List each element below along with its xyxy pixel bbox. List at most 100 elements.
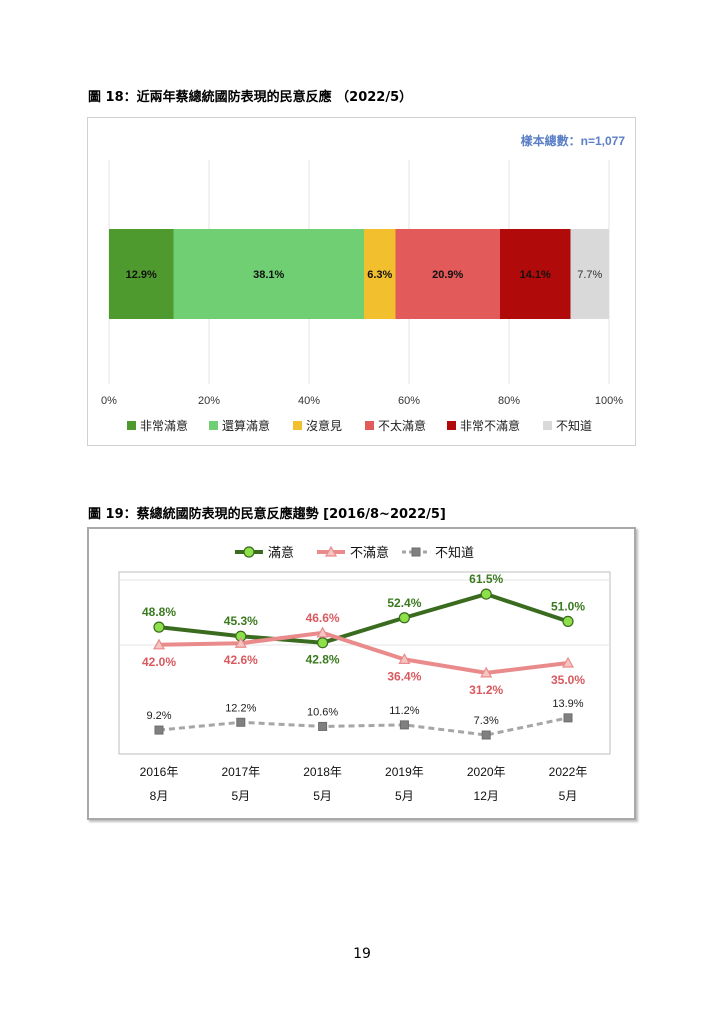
bar-segment-2 (173, 229, 364, 319)
legend-item: 非常不滿意 (447, 418, 520, 433)
marker-triangle (480, 666, 493, 678)
legend-swatch (447, 421, 456, 430)
figure-18-frame: 樣本總數：n=1,077 0% 20% 40% 60% 80% 100% 12.9% 38.1%… (87, 117, 636, 446)
legend-item: 不太滿意 (365, 418, 426, 433)
marker-square (236, 717, 246, 727)
data-label: 36.4% (387, 669, 421, 683)
x-tick-label: 60% (398, 395, 420, 407)
data-label: 42.0% (142, 655, 176, 669)
legend-label: 不太滿意 (378, 418, 426, 433)
figure-19-title: 圖 19：蔡總統國防表現的民意反應趨勢 [2016/8~2022/5] (88, 507, 446, 522)
data-label: 11.2% (389, 705, 420, 717)
x-tick-label: 8月 (150, 789, 169, 803)
x-tick-label: 5月 (559, 789, 578, 803)
bar-segment-3 (364, 229, 396, 319)
x-tick-label: 5月 (313, 789, 332, 803)
data-label: 46.6% (306, 611, 340, 625)
marker-square (399, 720, 409, 730)
marker-circle (243, 546, 255, 558)
marker-circle (480, 588, 492, 600)
legend-item: 沒意見 (293, 418, 342, 433)
x-tick-label: 5月 (231, 789, 250, 803)
marker-square (563, 713, 573, 723)
legend-label: 還算滿意 (222, 418, 270, 433)
marker-circle (153, 621, 165, 633)
x-tick-label: 2022年 (549, 765, 588, 779)
data-label: 10.6% (307, 706, 338, 718)
x-tick-label: 2019年 (385, 765, 424, 779)
legend-swatch (543, 421, 552, 430)
x-tick-label: 2016年 (140, 765, 179, 779)
data-label: 9.2% (146, 710, 171, 722)
legend-item: 不知道 (543, 419, 592, 433)
legend-label: 非常不滿意 (460, 418, 520, 433)
marker-square (481, 730, 491, 740)
marker-square (411, 547, 421, 557)
legend-swatch (365, 421, 374, 430)
legend-label: 不滿意 (350, 545, 389, 560)
x-tick-label: 40% (298, 395, 320, 407)
data-label: 14.1% (520, 269, 551, 281)
legend-label: 沒意見 (306, 418, 342, 433)
x-tick-label: 12月 (474, 789, 499, 803)
legend-item: 不滿意 (317, 545, 389, 560)
x-tick-label: 2018年 (303, 765, 342, 779)
data-label: 38.1% (253, 269, 284, 281)
data-label: 42.6% (224, 653, 258, 667)
marker-triangle (234, 637, 247, 648)
data-label: 6.3% (367, 269, 392, 281)
legend-label: 不知道 (556, 419, 592, 433)
data-label: 42.8% (306, 653, 340, 667)
bar-segment-4 (395, 229, 500, 319)
legend-item: 滿意 (235, 545, 294, 560)
series-line-1 (158, 592, 569, 645)
sample-size-annotation: 樣本總數：n=1,077 (521, 133, 626, 148)
data-label: 31.2% (469, 683, 503, 697)
marker-triangle (324, 545, 338, 557)
x-tick-label: 2020年 (467, 765, 506, 779)
marker-circle (562, 615, 574, 628)
data-label: 12.2% (225, 702, 256, 714)
marker-triangle (152, 638, 166, 650)
legend-item: 非常滿意 (127, 418, 188, 433)
bar-segment-5 (500, 229, 571, 319)
data-label: 13.9% (552, 698, 583, 710)
data-label: 51.0% (551, 599, 585, 613)
data-label: 12.9% (126, 269, 157, 281)
data-label: 7.7% (577, 269, 602, 281)
x-tick-label: 2017年 (221, 765, 260, 779)
legend-label: 滿意 (268, 545, 294, 560)
marker-circle (398, 612, 410, 624)
data-label: 20.9% (432, 269, 463, 281)
series-line-3 (158, 716, 569, 737)
marker-triangle (398, 653, 411, 664)
marker-circle (317, 637, 329, 649)
stacked-bar-chart: 樣本總數：n=1,077 0% 20% 40% 60% 80% 100% 12.9% 38.1%… (101, 133, 626, 433)
legend-item: 不知道 (402, 545, 474, 560)
data-label: 52.4% (387, 596, 421, 610)
line-chart: 滿意 不滿意 不知道 48.8% 45.3% 42.8% 52.4% 61.5% 51.0% 42… (118, 545, 611, 803)
legend-item: 還算滿意 (209, 418, 270, 433)
marker-square (318, 721, 328, 731)
bar-segment-6 (570, 229, 609, 319)
bar-segment-1 (109, 229, 174, 319)
series-line-2 (158, 630, 569, 675)
legend-swatch (293, 421, 302, 430)
data-label: 45.3% (224, 614, 258, 628)
figure-19-frame: 滿意 不滿意 不知道 48.8% 45.3% 42.8% 52.4% 61.5% 51.0% 42… (87, 527, 636, 820)
x-tick-label: 5月 (395, 789, 414, 803)
x-tick-label: 20% (198, 395, 220, 407)
legend-label: 不知道 (435, 545, 474, 560)
marker-square (154, 725, 164, 735)
marker-triangle (316, 626, 329, 638)
data-label: 48.8% (142, 605, 176, 619)
data-label: 61.5% (469, 572, 503, 586)
x-tick-label: 0% (101, 395, 117, 407)
x-tick-label: 80% (498, 395, 520, 407)
data-label: 7.3% (474, 715, 499, 727)
plot-area (118, 571, 611, 755)
legend-label: 非常滿意 (140, 418, 188, 433)
data-label: 35.0% (551, 673, 585, 687)
x-tick-label: 100% (595, 395, 623, 407)
page-number: 19 (353, 946, 371, 962)
